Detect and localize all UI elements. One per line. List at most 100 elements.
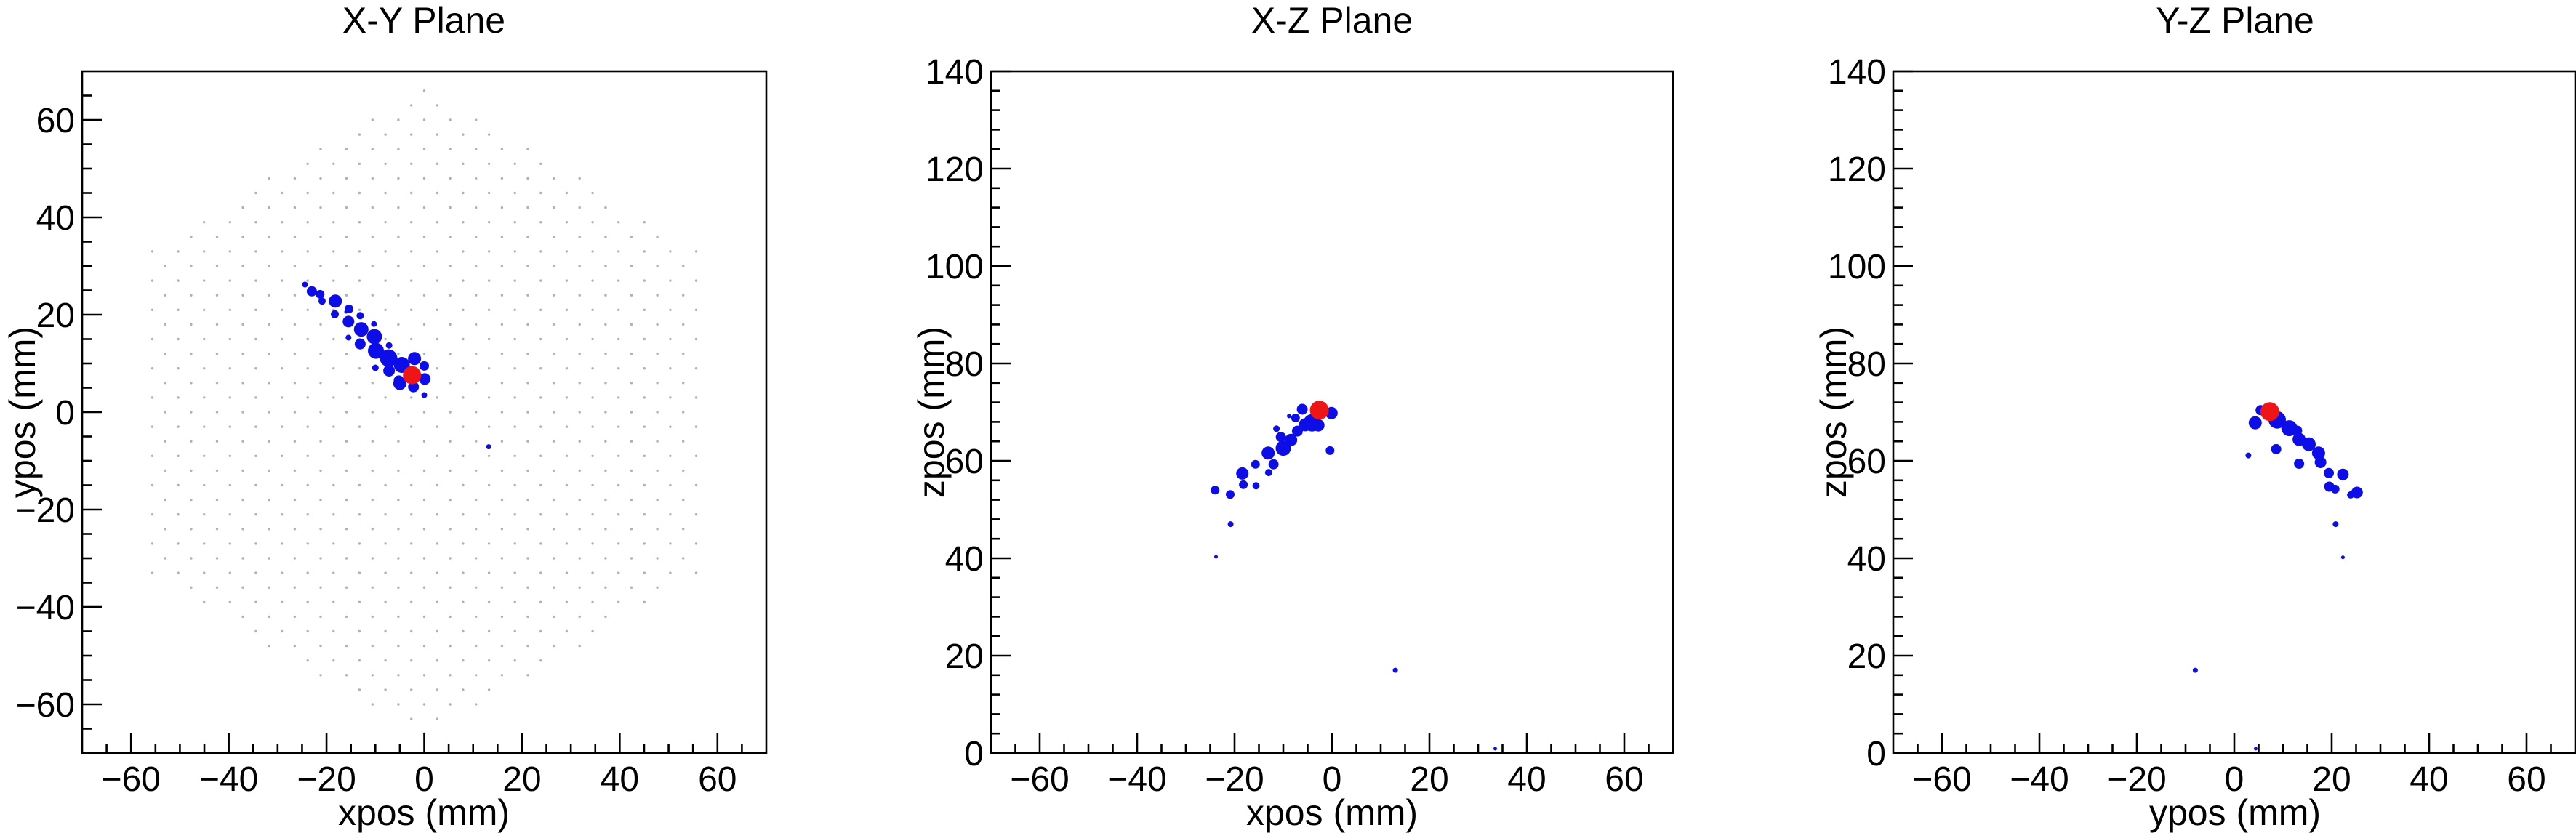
pad-dot xyxy=(552,586,555,589)
pad-dot xyxy=(591,221,594,224)
pad-dot xyxy=(449,498,452,502)
pad-dot xyxy=(306,571,309,574)
x-tick-label: 0 xyxy=(1323,760,1342,799)
pad-dot xyxy=(151,396,154,399)
pad-dot xyxy=(643,454,646,457)
pad-dot xyxy=(228,337,231,341)
pad-dot xyxy=(241,352,244,355)
pad-dot xyxy=(410,659,413,662)
pad-dot xyxy=(604,411,607,414)
pad-dot xyxy=(306,542,309,545)
pad-dot xyxy=(345,528,348,531)
pad-dot xyxy=(151,425,154,428)
pad-dot xyxy=(384,483,387,487)
tick-labels: −60 −40 −20 0 20 40 60 0 20 40 60 80 100 120 140 xyxy=(926,53,1644,799)
pad-dot xyxy=(617,337,620,341)
pad-dot xyxy=(436,717,438,720)
pad-dot xyxy=(475,323,478,326)
xz-xaxis-title: xpos (mm) xyxy=(1245,792,1419,833)
data-point xyxy=(383,365,396,377)
pad-dot xyxy=(215,352,219,355)
pad-dot xyxy=(643,483,646,487)
y-tick-label: −60 xyxy=(16,686,75,725)
pad-dot xyxy=(422,294,426,297)
pad-dot xyxy=(513,659,516,662)
pad-dot xyxy=(422,674,426,677)
pad-dot xyxy=(475,498,478,502)
pad-dot xyxy=(422,615,426,619)
pad-dot xyxy=(345,498,348,502)
hit-markers xyxy=(2192,405,2363,751)
pad-dot xyxy=(526,440,529,443)
pad-dot xyxy=(682,411,685,414)
pad-dot xyxy=(643,571,646,574)
pad-dot xyxy=(215,469,219,472)
x-tick-label: 0 xyxy=(2225,760,2244,799)
pad-dot xyxy=(319,411,322,414)
pad-dot xyxy=(513,308,516,311)
pad-dot xyxy=(539,659,542,662)
data-point xyxy=(318,297,326,305)
x-tick-label: 60 xyxy=(2507,760,2545,799)
pad-dot xyxy=(319,440,322,443)
data-point xyxy=(385,342,393,349)
pad-dot xyxy=(436,337,438,341)
pad-dot xyxy=(280,629,284,633)
data-point xyxy=(486,444,491,450)
pad-dot xyxy=(630,236,633,238)
pad-dot xyxy=(397,323,400,326)
pad-dot xyxy=(280,513,284,516)
pad-dot xyxy=(591,483,594,487)
pad-dot xyxy=(410,308,413,311)
data-point xyxy=(408,352,422,366)
pad-dot xyxy=(500,498,504,502)
pad-dot xyxy=(462,367,465,370)
pad-dot xyxy=(539,542,542,545)
data-point xyxy=(353,322,369,337)
pad-dot xyxy=(254,600,257,603)
pad-dot xyxy=(462,542,465,545)
pad-dot xyxy=(591,396,594,399)
pad-dot xyxy=(436,688,438,691)
pad-dot xyxy=(151,454,154,457)
pad-dot xyxy=(487,542,491,545)
pad-dot xyxy=(358,279,361,282)
pad-dot xyxy=(630,323,633,326)
pad-dot xyxy=(241,294,244,297)
pad-dot xyxy=(422,411,426,414)
pad-dot xyxy=(319,498,322,502)
pad-dot xyxy=(293,177,297,180)
pad-dot xyxy=(526,206,529,209)
pad-dot xyxy=(682,352,685,355)
pad-dot xyxy=(513,221,516,224)
pad-dot xyxy=(462,454,465,457)
pad-dot xyxy=(694,396,698,399)
vertex-marker xyxy=(2260,402,2279,422)
y-tick-label: 60 xyxy=(945,443,984,481)
pad-dot xyxy=(190,498,193,502)
xy-yaxis-title: ypos (mm) xyxy=(2,326,43,499)
pad-dot xyxy=(604,615,607,619)
pad-dot xyxy=(422,469,426,472)
pad-dot xyxy=(177,513,180,516)
pad-dot xyxy=(177,367,180,370)
pad-dot xyxy=(164,382,166,385)
pad-dot xyxy=(397,265,400,267)
pad-dot xyxy=(513,279,516,282)
data-point xyxy=(2330,484,2340,494)
pad-dot xyxy=(565,221,569,224)
pad-dot xyxy=(694,279,698,282)
pad-dot xyxy=(345,352,348,355)
pad-dot xyxy=(449,644,452,648)
pad-dot xyxy=(228,542,231,545)
pad-dot xyxy=(449,674,452,677)
pad-dot xyxy=(487,600,491,603)
pad-dot xyxy=(203,571,206,574)
pad-dot xyxy=(669,367,672,370)
pad-dot xyxy=(436,629,438,633)
data-point xyxy=(2347,491,2355,499)
pad-dot xyxy=(410,717,413,720)
y-tick-label: 140 xyxy=(1828,53,1886,92)
pad-dot xyxy=(449,528,452,531)
pad-dot xyxy=(578,528,581,531)
